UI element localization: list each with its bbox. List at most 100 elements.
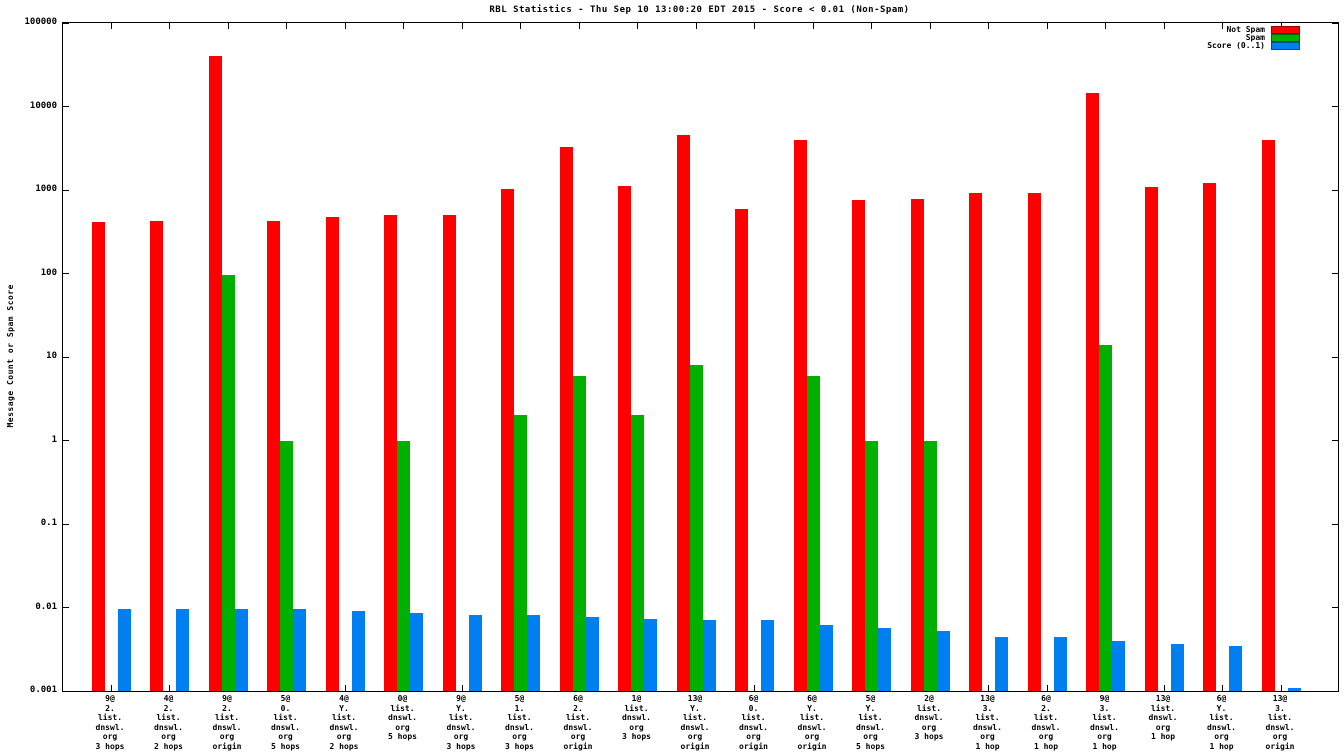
x-tick-label-line: 1 hop: [1033, 741, 1059, 751]
x-tick-label-line: org: [161, 732, 176, 741]
y-tick-mark-left: [63, 106, 69, 107]
x-tick-label-line: Y.: [339, 703, 349, 713]
x-tick-label-line: 2@: [924, 694, 934, 703]
bar-score-0-1: [468, 614, 482, 691]
x-tick-label-line: 3 hops: [622, 732, 651, 741]
x-tick-label-line: 5 hops: [271, 741, 300, 751]
x-tick-label-line: org: [395, 722, 410, 732]
x-tick-label-line: org: [278, 732, 293, 741]
x-tick-label-line: org: [1155, 722, 1171, 732]
x-tick-label-line: 0.: [280, 703, 291, 713]
bar-score-0-1: [819, 624, 833, 691]
x-tick-label-line: org: [512, 732, 527, 741]
x-tick-label-line: list.: [799, 713, 825, 722]
y-tick-mark-right: [1332, 607, 1338, 608]
y-tick-label: 100000: [24, 17, 57, 27]
bar-not-spam: [501, 188, 514, 691]
x-tick-label-line: 4@: [339, 694, 349, 703]
x-tick-label-line: dnswl.: [95, 722, 125, 732]
x-tick-mark-top: [286, 23, 287, 29]
x-tick-label-line: list.: [448, 713, 474, 722]
x-tick-label: 13@ list. dnswl. org 1 hop: [1134, 694, 1192, 742]
bar-not-spam: [852, 200, 865, 691]
x-tick-mark-bottom: [344, 685, 346, 691]
x-tick-label-line: dnswl.: [154, 722, 183, 732]
bar-not-spam: [793, 139, 807, 691]
y-tick-mark-left: [63, 440, 69, 441]
x-tick-label-line: list.: [1209, 713, 1234, 722]
bar-not-spam: [1261, 139, 1275, 691]
y-tick-mark-left: [63, 607, 69, 608]
bar-spam: [806, 375, 820, 691]
x-tick-mark-top: [403, 23, 404, 29]
y-tick-label: 100: [40, 267, 57, 278]
x-tick-label-line: list.: [1267, 713, 1293, 722]
x-tick-label-line: org: [921, 722, 937, 732]
x-tick-label-line: 9@: [1099, 694, 1110, 703]
bar-not-spam: [1086, 93, 1099, 691]
x-tick-label-line: 6@: [1041, 694, 1051, 703]
x-tick-label-line: 1@: [631, 694, 642, 703]
bar-score-0-1: [644, 618, 657, 691]
bar-score-0-1: [1229, 645, 1242, 691]
x-tick-label-line: org: [219, 732, 235, 741]
y-tick-mark-left: [63, 523, 69, 525]
x-tick-label: 13@ 3. list. dnswl. org origin: [1251, 694, 1309, 751]
x-tick-mark-top: [1105, 23, 1106, 29]
x-tick-label-line: org: [629, 722, 644, 732]
x-tick-label: 6@ Y. list. dnswl. org origin: [783, 694, 841, 751]
x-tick-label-line: 2.: [1041, 703, 1051, 713]
x-tick-label-line: dnswl.: [329, 722, 359, 732]
x-tick-label-line: dnswl.: [622, 713, 651, 722]
x-tick-mark-bottom: [1046, 685, 1048, 691]
x-tick-label-line: origin: [1265, 741, 1295, 751]
x-tick-label-line: 5@: [280, 694, 291, 703]
x-tick-label-line: dnswl.: [680, 722, 710, 732]
x-tick-mark-bottom: [1280, 685, 1282, 691]
bar-score-0-1: [293, 609, 306, 691]
bar-not-spam: [1203, 183, 1216, 691]
x-tick-label-line: 13@: [980, 694, 995, 703]
x-tick-label-line: 2 hops: [329, 741, 359, 751]
x-tick-label: 5@ 1. list. dnswl. org 3 hops: [491, 694, 549, 751]
x-tick-label: 13@ Y. list. dnswl. org origin: [666, 694, 724, 751]
x-tick-label-line: 9@: [105, 694, 115, 703]
x-tick-label-line: origin: [563, 741, 593, 751]
x-tick-label-line: org: [687, 732, 703, 741]
x-tick-mark-bottom: [461, 685, 463, 691]
bar-not-spam: [442, 215, 456, 691]
x-tick-mark-top: [110, 23, 112, 29]
x-tick-label-line: 4@: [163, 694, 174, 703]
x-tick-label-line: 5 hops: [856, 741, 885, 751]
x-tick-label-line: 2.: [222, 703, 232, 713]
y-tick-label: 10000: [29, 100, 57, 111]
x-tick-label-line: org: [570, 732, 586, 741]
x-tick-label-line: list.: [390, 703, 415, 713]
x-tick-label-line: list.: [1150, 703, 1176, 713]
x-tick-mark-top: [169, 23, 170, 29]
x-tick-label-line: 3 hops: [95, 741, 125, 751]
x-tick-label-line: org: [1038, 732, 1054, 741]
x-tick-label-line: list.: [682, 713, 708, 722]
x-tick-label: 9@ 2. list. dnswl. org origin: [198, 694, 256, 751]
bar-score-0-1: [878, 627, 891, 691]
x-tick-label: 6@ 0. list. dnswl. org origin: [725, 694, 783, 751]
bar-not-spam: [325, 217, 339, 691]
x-tick-label-line: 6@: [573, 694, 583, 703]
x-tick-label-line: org: [1214, 732, 1229, 741]
x-tick-label-line: org: [980, 732, 995, 741]
x-tick-label-line: list.: [975, 713, 1000, 722]
x-tick-label-line: 1 hop: [1209, 741, 1234, 751]
bar-spam: [514, 415, 527, 691]
x-tick-label: 5@ Y. list. dnswl. org 5 hops: [842, 694, 900, 751]
x-tick-label: 9@ 3. list. dnswl. org 1 hop: [1076, 694, 1134, 751]
x-tick-label-line: 6@: [748, 694, 759, 703]
legend-label: Spam: [1245, 33, 1265, 42]
x-tick-label-line: list.: [1033, 713, 1059, 722]
y-tick-mark-right: [1332, 106, 1338, 107]
bar-not-spam: [1027, 192, 1041, 691]
x-tick-label-line: dnswl.: [505, 722, 534, 732]
x-tick-mark-bottom: [1222, 685, 1223, 691]
x-tick-mark-top: [1163, 23, 1165, 29]
